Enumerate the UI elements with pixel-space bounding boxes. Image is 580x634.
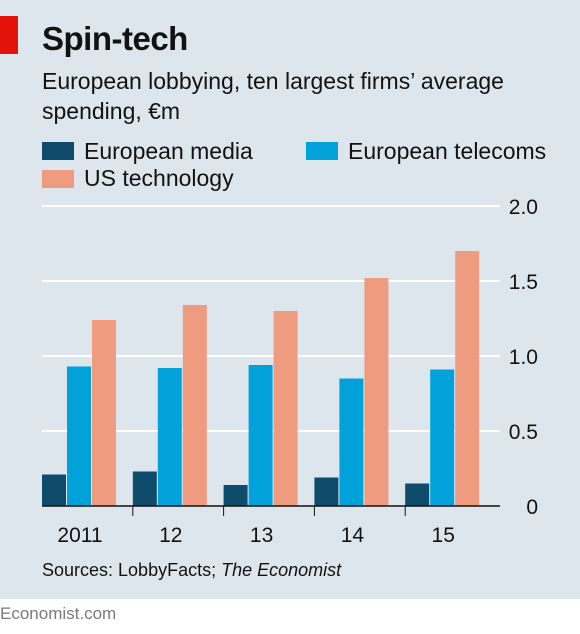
chart-title: Spin-tech bbox=[42, 20, 188, 57]
x-tick-label: 12 bbox=[159, 524, 182, 547]
legend-swatch-telecoms bbox=[306, 142, 338, 160]
source-note: Sources: LobbyFacts; The Economist bbox=[42, 560, 341, 581]
bar-us-tech bbox=[364, 278, 389, 506]
x-tick-label: 2011 bbox=[57, 524, 102, 547]
y-tick-label: 0 bbox=[526, 496, 538, 519]
source-italic: The Economist bbox=[221, 560, 342, 580]
bar-us-tech bbox=[182, 305, 207, 506]
y-tick-label: 1.5 bbox=[509, 271, 538, 294]
chart-subtitle: European lobbying, ten largest firms’ av… bbox=[42, 68, 504, 124]
bar-us-tech bbox=[455, 251, 480, 506]
legend-label-us-tech: US technology bbox=[84, 165, 234, 191]
legend-swatch-media bbox=[42, 142, 74, 160]
bar-media bbox=[132, 471, 157, 506]
legend-swatch-us-tech bbox=[42, 170, 74, 188]
bar-media bbox=[405, 483, 430, 506]
bar-chart: 0 0.5 1.0 1.5 2.0 2011 12 13 14 15 bbox=[42, 196, 538, 547]
footer-brand: Economist.com bbox=[0, 604, 117, 623]
y-tick-label: 0.5 bbox=[509, 421, 538, 444]
x-tick-label: 14 bbox=[341, 524, 365, 547]
bar-media bbox=[42, 474, 66, 506]
source-prefix: Sources: LobbyFacts; bbox=[42, 560, 222, 580]
bar-telecoms bbox=[67, 366, 91, 506]
bar-media bbox=[314, 477, 339, 506]
legend-label-media: European media bbox=[84, 138, 253, 164]
legend-label-telecoms: European telecoms bbox=[348, 138, 547, 164]
bar-media bbox=[223, 485, 248, 506]
bar-telecoms bbox=[430, 369, 455, 506]
brand-red-tag bbox=[0, 16, 18, 54]
bar-telecoms bbox=[339, 378, 364, 506]
bar-telecoms bbox=[248, 365, 273, 506]
y-tick-label: 2.0 bbox=[509, 196, 538, 219]
y-tick-label: 1.0 bbox=[509, 346, 538, 369]
x-tick-label: 13 bbox=[250, 524, 273, 547]
bar-us-tech bbox=[92, 320, 116, 506]
bar-telecoms bbox=[157, 368, 182, 506]
bar-us-tech bbox=[273, 311, 298, 506]
x-tick-label: 15 bbox=[432, 524, 455, 547]
